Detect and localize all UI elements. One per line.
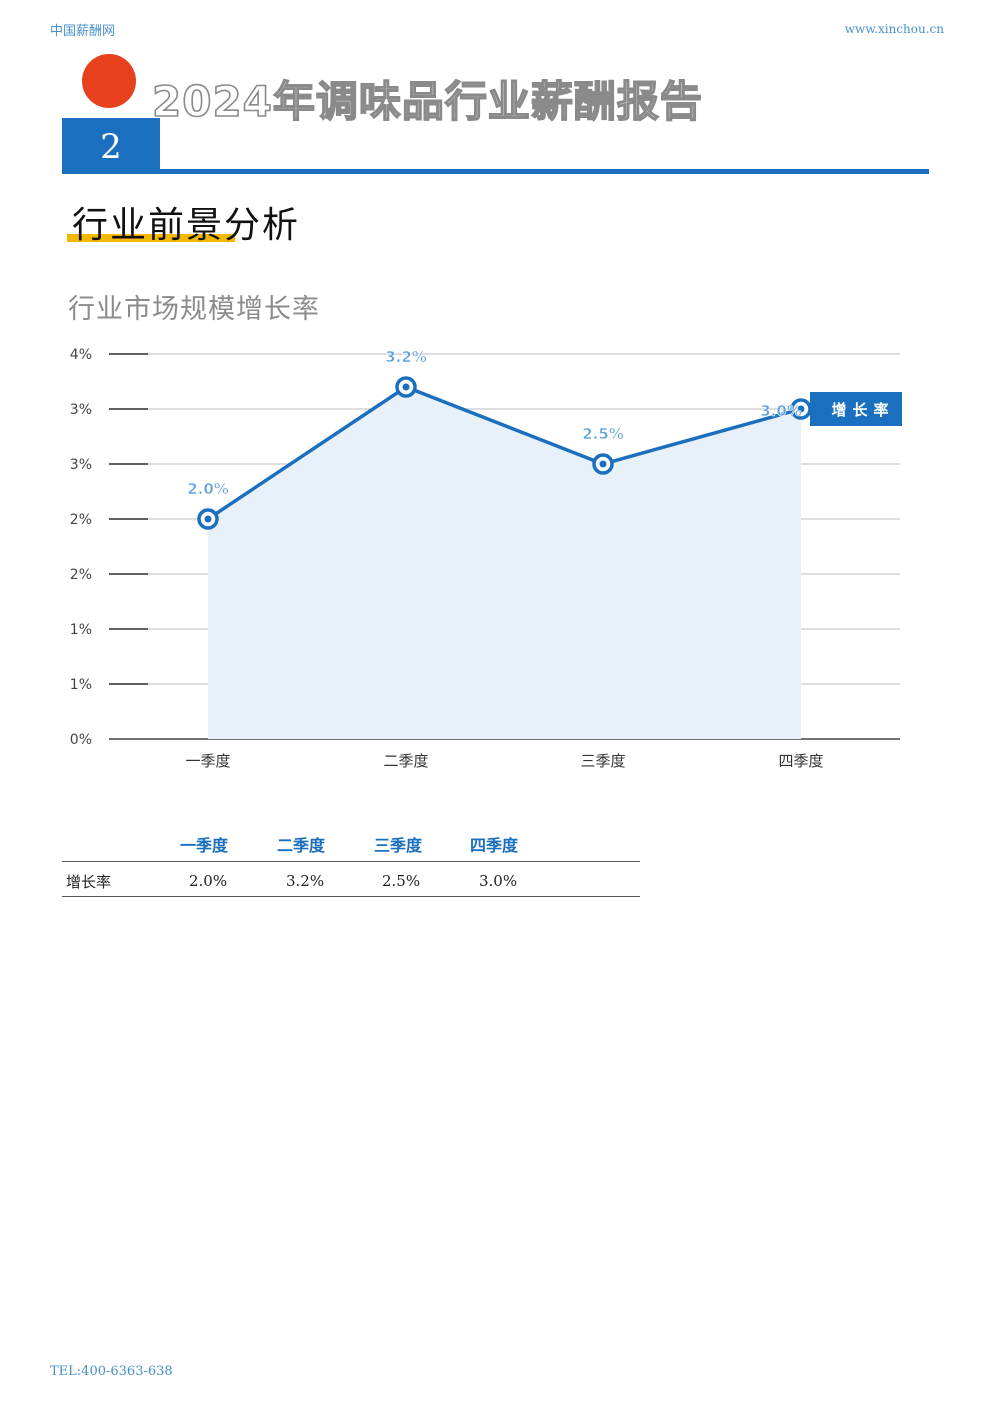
table-row: 增长率 2.0% 3.2% 2.5% 3.0% [62, 870, 640, 894]
chart-title: 行业市场规模增长率 [68, 294, 320, 325]
data-label: 3.2% [385, 348, 427, 366]
data-label: 2.0% [187, 480, 229, 498]
section-number: 2 [62, 118, 160, 173]
data-point-center [402, 383, 410, 391]
x-tick-label: 一季度 [185, 752, 230, 770]
table-rule-top [62, 861, 640, 862]
series-line [207, 385, 802, 521]
data-point-center [797, 405, 805, 413]
table-row-label: 增长率 [66, 873, 112, 891]
y-tick-label: 1% [70, 677, 92, 693]
x-tick-label: 四季度 [778, 752, 823, 770]
series-area [208, 387, 801, 739]
y-tick-label: 1% [70, 622, 92, 638]
x-tick-label: 二季度 [383, 752, 428, 770]
x-tick-label: 三季度 [580, 752, 625, 770]
y-tick-label: 2% [70, 512, 92, 528]
legend-label: 增长率 [831, 401, 894, 419]
table-header-q4: 四季度 [470, 836, 519, 855]
report-title: 2024年调味品行业薪酬报告 [151, 76, 703, 127]
y-tick-label: 0% [70, 732, 92, 748]
y-tick-label: 4% [70, 347, 92, 363]
table-header-q2: 二季度 [277, 836, 326, 855]
table-cell-q4: 3.0% [479, 872, 518, 890]
y-tick-label: 3% [70, 402, 92, 418]
legend-box [810, 392, 902, 426]
table-header-q1: 一季度 [180, 836, 229, 855]
site-url[interactable]: www.xinchou.cn [844, 22, 944, 36]
table-header-q3: 三季度 [374, 836, 423, 855]
y-tick-label: 3% [70, 457, 92, 473]
data-point-center [599, 460, 607, 468]
table-cell-q1: 2.0% [189, 872, 228, 890]
table-rule-bottom [62, 896, 640, 897]
section-title: 行业前景分析 [72, 205, 301, 246]
header-rule [62, 169, 929, 174]
table-cell-q2: 3.2% [286, 872, 325, 890]
data-label: 3.0% [760, 402, 802, 420]
section-title-underline [67, 234, 235, 242]
y-tick-label: 2% [70, 567, 92, 583]
growth-chart: 0% 1% 1% 2% 2% 3% 3% 4% 2.0% 3.2% 2.5% 3.0% 一季度 二季度… [70, 347, 902, 770]
data-label: 2.5% [582, 425, 624, 443]
table-cell-q3: 2.5% [382, 872, 421, 890]
footer-tel: TEL:400-6363-638 [50, 1364, 173, 1379]
data-point-center [204, 515, 212, 523]
decorative-red-dot [82, 54, 136, 108]
site-name: 中国薪酬网 [50, 24, 116, 39]
legend: 增长率 [810, 392, 902, 426]
